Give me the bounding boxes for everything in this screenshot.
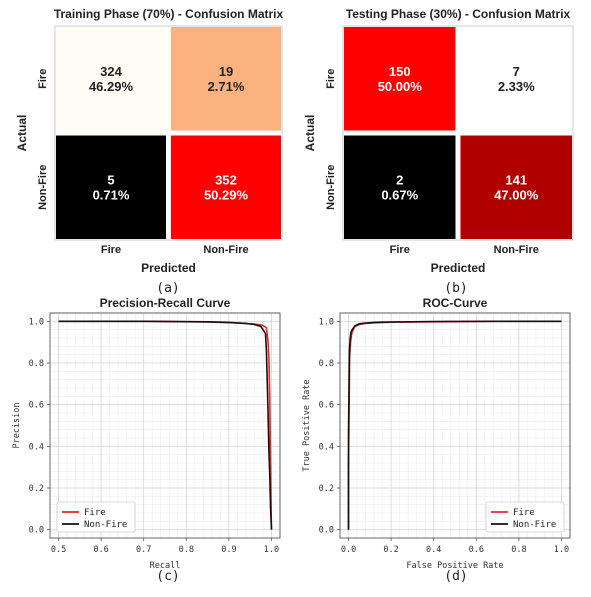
cell-count: 2 bbox=[396, 172, 403, 187]
x-tick-label: 0.8 bbox=[179, 545, 194, 555]
x-tick-label: Non-Fire bbox=[203, 244, 248, 256]
x-tick-label: 1.0 bbox=[264, 545, 279, 555]
y-tick-label: 0.8 bbox=[29, 359, 44, 369]
matrix-cell bbox=[344, 135, 456, 239]
y-axis-label: Precision bbox=[12, 402, 22, 448]
cell-count: 19 bbox=[219, 64, 233, 79]
legend-label: Fire bbox=[513, 508, 535, 518]
roc-plot: 0.0 0.2 0.4 0.6 0.8 1.0 0.0 0.2 0.4 0.6 0.8 1.0 Fire… bbox=[302, 296, 571, 584]
x-axis-label: False Positive Rate bbox=[406, 561, 503, 571]
cell-percent: 47.00% bbox=[494, 187, 539, 202]
cell-percent: 46.29% bbox=[89, 79, 134, 94]
cell-percent: 50.29% bbox=[204, 187, 249, 202]
panel-caption: (a) bbox=[156, 281, 179, 296]
cell-percent: 2.71% bbox=[208, 79, 245, 94]
y-axis-label: True Positive Rate bbox=[302, 379, 312, 471]
matrix-cell bbox=[460, 135, 572, 239]
y-tick-label: 0.6 bbox=[29, 401, 44, 411]
x-tick-label: Fire bbox=[390, 244, 410, 256]
cell-percent: 0.71% bbox=[93, 187, 130, 202]
legend-label: Non-Fire bbox=[513, 520, 556, 530]
panel-caption: (b) bbox=[444, 281, 467, 296]
plot-area bbox=[49, 312, 281, 539]
y-tick-label: 0.2 bbox=[319, 484, 334, 494]
x-tick-label: Non-Fire bbox=[494, 244, 539, 256]
matrix-cell bbox=[171, 135, 281, 239]
panel-caption: (c) bbox=[156, 569, 179, 584]
y-tick-label: Non-Fire bbox=[325, 165, 337, 210]
x-axis-label: Recall bbox=[150, 561, 181, 571]
y-tick-label: Fire bbox=[37, 69, 49, 89]
x-axis-label: Predicted bbox=[141, 261, 196, 275]
matrix-cell bbox=[56, 27, 166, 131]
y-tick-label: 0.4 bbox=[29, 442, 44, 452]
panel-caption: (d) bbox=[444, 569, 467, 584]
cell-count: 7 bbox=[513, 64, 520, 79]
y-tick-label: 1.0 bbox=[319, 317, 334, 327]
chart-title: Training Phase (70%) - Confusion Matrix bbox=[54, 7, 284, 21]
cell-percent: 0.67% bbox=[381, 187, 418, 202]
y-tick-label: Non-Fire bbox=[37, 165, 49, 210]
x-tick-label: 1.0 bbox=[554, 545, 569, 555]
y-tick-label: Fire bbox=[325, 69, 337, 89]
x-tick-label: 0.2 bbox=[383, 545, 398, 555]
y-tick-label: 0.4 bbox=[319, 442, 334, 452]
plot-area bbox=[339, 312, 571, 539]
y-axis-label: Actual bbox=[15, 115, 29, 152]
x-tick-label: 0.0 bbox=[341, 545, 356, 555]
cell-count: 5 bbox=[107, 172, 114, 187]
legend: Fire Non-Fire bbox=[485, 501, 565, 533]
y-tick-label: 0.8 bbox=[319, 359, 334, 369]
x-tick-label: 0.7 bbox=[136, 545, 151, 555]
chart-title: Precision-Recall Curve bbox=[100, 296, 231, 310]
y-tick-label: 0.6 bbox=[319, 401, 334, 411]
y-tick-label: 0.0 bbox=[29, 526, 44, 536]
y-axis-label: Actual bbox=[303, 115, 317, 152]
x-axis-label: Predicted bbox=[431, 261, 486, 275]
y-tick-label: 0.0 bbox=[319, 526, 334, 536]
x-tick-label: 0.6 bbox=[93, 545, 108, 555]
y-tick-label: 1.0 bbox=[29, 317, 44, 327]
matrix-cell bbox=[460, 27, 572, 131]
matrix-cell bbox=[56, 135, 166, 239]
precision-recall-plot: 0.5 0.6 0.7 0.8 0.9 1.0 0.0 0.2 0.4 0.6 0.8 1.0 Fire… bbox=[12, 296, 281, 584]
y-tick-label: 0.2 bbox=[29, 484, 44, 494]
x-tick-label: 0.8 bbox=[511, 545, 526, 555]
cell-count: 150 bbox=[389, 64, 411, 79]
x-tick-label: 0.6 bbox=[469, 545, 484, 555]
x-tick-label: 0.9 bbox=[221, 545, 236, 555]
series-line-non-fire bbox=[58, 320, 273, 530]
matrix-cell bbox=[344, 27, 456, 131]
chart-title: Testing Phase (30%) - Confusion Matrix bbox=[346, 7, 571, 21]
legend: Fire Non-Fire bbox=[56, 501, 136, 533]
plot-frame bbox=[339, 312, 571, 539]
x-tick-label: Fire bbox=[101, 244, 121, 256]
cell-count: 141 bbox=[505, 172, 527, 187]
cell-count: 352 bbox=[215, 172, 237, 187]
x-tick-label: 0.5 bbox=[51, 545, 66, 555]
cell-percent: 2.33% bbox=[498, 79, 535, 94]
legend-label: Non-Fire bbox=[84, 520, 127, 530]
x-tick-label: 0.4 bbox=[426, 545, 441, 555]
series-line-non-fire bbox=[347, 320, 562, 530]
chart-title: ROC-Curve bbox=[423, 296, 488, 310]
legend-label: Fire bbox=[84, 508, 106, 518]
plot-frame bbox=[49, 312, 281, 539]
matrix-cell bbox=[171, 27, 281, 131]
cell-count: 324 bbox=[100, 64, 122, 79]
cell-percent: 50.00% bbox=[378, 79, 423, 94]
